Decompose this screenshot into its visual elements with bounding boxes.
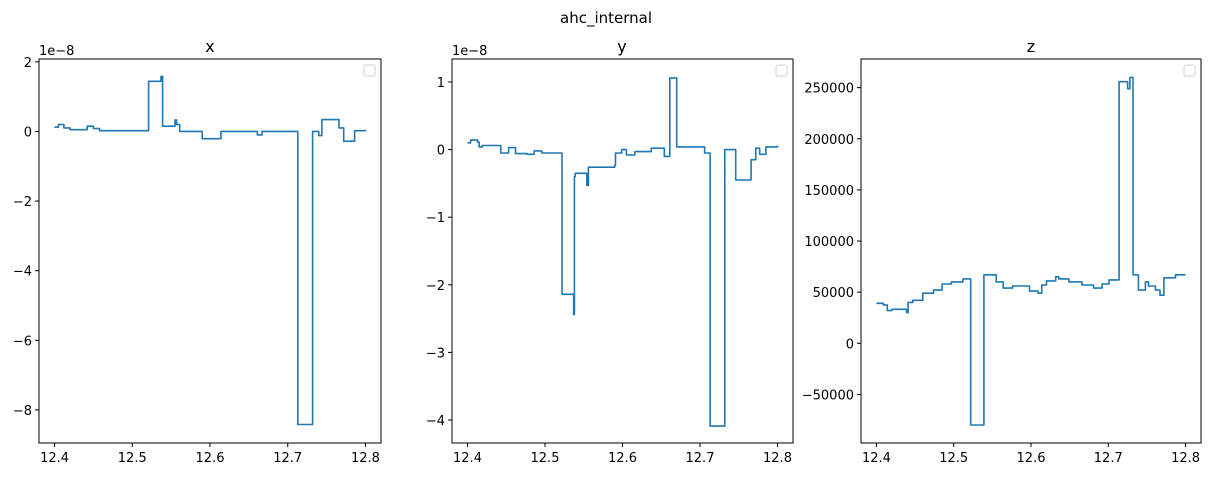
y-tick-label: −4 <box>13 265 32 280</box>
x-tick-label: 12.8 <box>1171 451 1200 466</box>
x-tick-label: 12.4 <box>40 451 69 466</box>
y-tick-label: −2 <box>13 195 32 210</box>
y-tick-label: 200000 <box>804 133 854 148</box>
x-tick-label: 12.5 <box>118 451 147 466</box>
subplot-title-z: z <box>1027 37 1035 56</box>
y-tick-label: −8 <box>13 404 32 419</box>
x-tick-label: 12.4 <box>862 451 891 466</box>
x-tick-label: 12.7 <box>273 451 302 466</box>
legend-box <box>1183 64 1196 77</box>
legend-box <box>363 64 376 77</box>
y-tick-label: 50000 <box>813 286 854 301</box>
legend-box <box>775 64 788 77</box>
subplot-title-x: x <box>205 37 214 56</box>
axes-frame <box>451 58 794 444</box>
y-tick-label: 0 <box>437 144 445 159</box>
x-tick-label: 12.5 <box>939 451 968 466</box>
y-tick-label: −4 <box>426 414 445 429</box>
x-tick-label: 12.6 <box>1017 451 1046 466</box>
x-tick-label: 12.4 <box>453 451 482 466</box>
y-tick-label: 0 <box>24 125 32 140</box>
x-tick-label: 12.8 <box>351 451 380 466</box>
y-tick-label: 150000 <box>804 184 854 199</box>
figure-title: ahc_internal <box>560 9 652 28</box>
series-line <box>876 76 1186 426</box>
y-tick-label: 2 <box>24 56 32 71</box>
series-line <box>467 77 779 427</box>
series-line <box>54 75 367 426</box>
y-tick-label: −1 <box>426 211 445 226</box>
y-tick-label: −50000 <box>802 388 854 403</box>
x-tick-label: 12.5 <box>531 451 560 466</box>
y-tick-label: 250000 <box>804 82 854 97</box>
y-tick-label: 0 <box>846 337 854 352</box>
offset-text-x: 1e−8 <box>39 44 74 59</box>
y-tick-label: −2 <box>426 279 445 294</box>
x-tick-label: 12.7 <box>686 451 715 466</box>
y-tick-label: −6 <box>13 334 32 349</box>
subplot-y: y 1e−8 12.4 12.5 12.6 12.7 12.8 1 0 −1 −2 −3 −4 <box>426 37 794 466</box>
subplot-title-y: y <box>617 37 626 56</box>
x-tick-label: 12.6 <box>196 451 225 466</box>
offset-text-y: 1e−8 <box>452 44 487 59</box>
subplot-x: x 1e−8 12.4 12.5 12.6 12.7 12.8 2 0 −2 −4 −6 −8 <box>13 37 382 466</box>
subplot-z: z 12.4 12.5 12.6 12.7 12.8 250000 200000 150000… <box>802 37 1202 466</box>
axes-frame <box>860 58 1202 444</box>
y-tick-label: −3 <box>426 346 445 361</box>
axes-frame <box>38 58 382 444</box>
x-tick-label: 12.7 <box>1094 451 1123 466</box>
x-tick-label: 12.8 <box>763 451 792 466</box>
y-tick-label: 1 <box>437 76 445 91</box>
x-tick-label: 12.6 <box>608 451 637 466</box>
y-tick-label: 100000 <box>804 235 854 250</box>
